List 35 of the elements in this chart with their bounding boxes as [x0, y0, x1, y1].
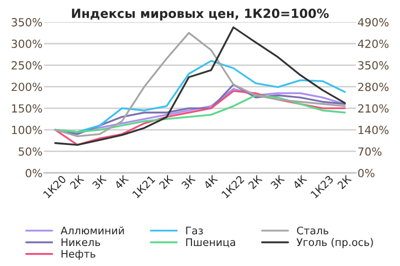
- y2-tick-label: 70%: [358, 147, 382, 156]
- y2-tick-label: 280%: [358, 82, 389, 92]
- y-tick-label: 200%: [12, 82, 42, 92]
- y2-tick-label: 490%: [358, 18, 389, 26]
- y2-tick-label: 420%: [358, 40, 389, 48]
- y-tick-label: 0%: [26, 168, 42, 178]
- x-tick-label: 2К: [248, 174, 263, 190]
- y-tick-label: 250%: [12, 61, 42, 70]
- line-series: [54, 90, 346, 146]
- y2-tick-label: 350%: [358, 61, 389, 70]
- x-tick-label: 4К: [292, 174, 308, 190]
- x-tick-label: 2К: [158, 174, 174, 190]
- y-tick-label: 300%: [12, 40, 42, 48]
- y-tick-label: 50%: [18, 147, 42, 156]
- x-tick-label: 3К: [181, 174, 196, 190]
- x-tick-label: 4К: [114, 174, 129, 190]
- legend-label: Аллюминий: [60, 226, 124, 234]
- x-tick-label: 2К: [70, 174, 84, 190]
- y-tick-label: 150%: [12, 104, 42, 113]
- chart-title: Индексы мировых цен, 1К20=100%: [72, 8, 329, 21]
- legend-label: Никель: [62, 238, 100, 246]
- legend-label: Газ: [186, 226, 203, 234]
- legend-label: Уголь (пр.ось): [296, 238, 373, 248]
- x-tick-label: 2К: [337, 174, 352, 190]
- y-tick-label: 100%: [12, 126, 42, 134]
- x-tick-label: 3К: [270, 174, 285, 190]
- y2-tick-label: 210%: [358, 104, 389, 113]
- y-tick-label: 350%: [12, 18, 42, 26]
- y2-tick-label: 140%: [358, 126, 389, 134]
- legend-label: Сталь: [296, 226, 328, 234]
- x-tick-label: 4К: [203, 174, 218, 190]
- y2-tick-label: 0%: [358, 168, 374, 178]
- x-tick-label: 3К: [92, 174, 107, 190]
- legend-label: Пшеница: [186, 238, 236, 248]
- legend-label: Нефть: [62, 250, 96, 260]
